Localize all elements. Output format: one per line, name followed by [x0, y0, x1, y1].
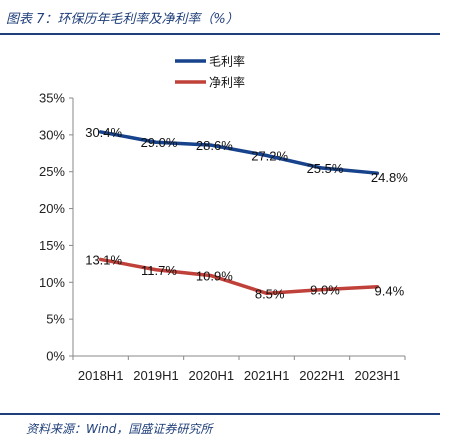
x-tick-label: 2022H1 [299, 368, 345, 383]
title-rule [0, 33, 440, 35]
source-note: 资料来源：Wind，国盛证券研究所 [26, 422, 213, 436]
legend-label-gross-margin: 毛利率 [209, 54, 245, 69]
y-tick-label: 30% [39, 127, 65, 142]
x-tick-label: 2018H1 [78, 368, 124, 383]
legend-label-net-margin: 净利率 [209, 75, 245, 90]
y-tick-label: 10% [39, 275, 65, 290]
x-tick-label: 2019H1 [133, 368, 179, 383]
y-tick-label: 20% [39, 201, 65, 216]
source-rule [0, 413, 440, 415]
chart-title: 图表 7：环保历年毛利率及净利率（%） [6, 12, 239, 27]
data-label: 27.2% [251, 148, 288, 163]
data-label: 30.4% [85, 125, 122, 140]
y-tick-label: 25% [39, 164, 65, 179]
data-label: 24.8% [371, 170, 408, 185]
x-tick-label: 2020H1 [189, 368, 235, 383]
series-line-gross-margin [98, 130, 380, 175]
data-label: 9.4% [375, 284, 405, 299]
data-label: 9.0% [310, 283, 340, 298]
series-line-net-margin [98, 257, 380, 296]
y-tick-label: 15% [39, 238, 65, 253]
data-label: 13.1% [85, 252, 122, 267]
data-label: 29.0% [141, 135, 178, 150]
y-tick-label: 35% [39, 91, 65, 106]
data-label: 11.7% [141, 263, 177, 278]
data-label: 10.9% [196, 269, 233, 284]
data-label: 8.5% [255, 286, 285, 301]
data-label: 28.6% [196, 138, 233, 153]
data-label: 25.5% [307, 161, 344, 176]
x-tick-label: 2021H1 [244, 368, 290, 383]
y-tick-label: 0% [46, 349, 65, 364]
x-tick-label: 2023H1 [355, 368, 401, 383]
y-tick-label: 5% [46, 312, 65, 327]
